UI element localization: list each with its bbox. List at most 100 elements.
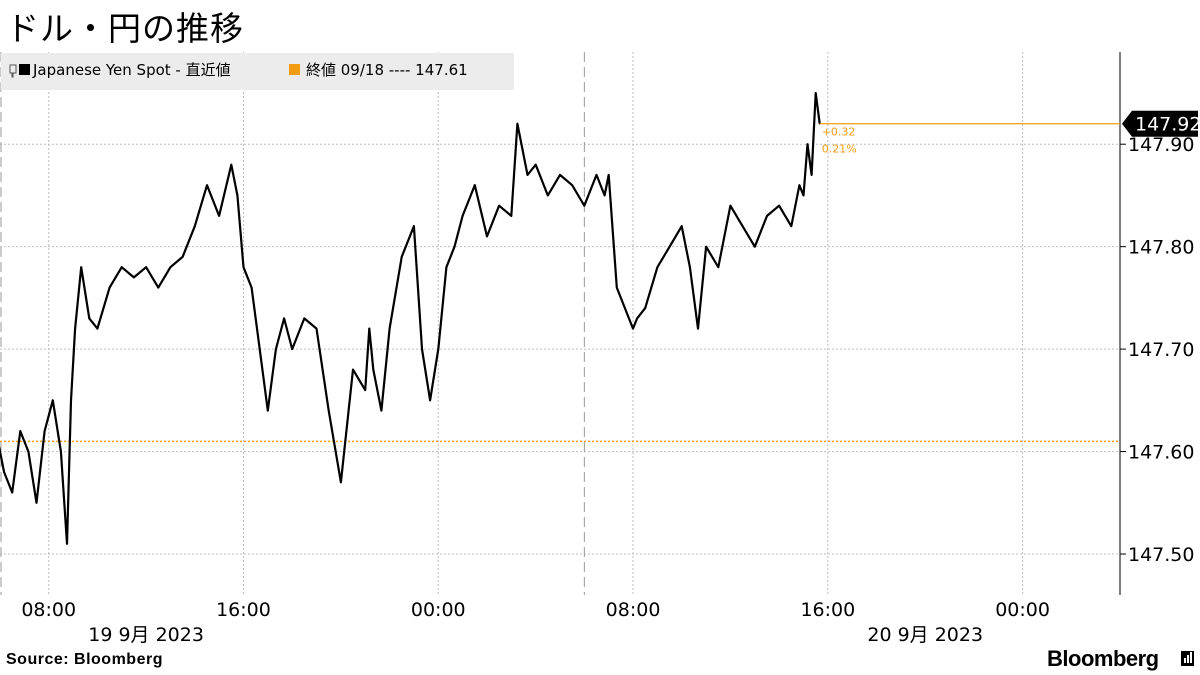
price-point bbox=[291, 348, 293, 350]
price-point bbox=[364, 389, 367, 391]
legend: Japanese Yen Spot - 直近値 終値 09/18 ---- 14… bbox=[1, 53, 514, 90]
legend-background bbox=[1, 53, 514, 90]
price-point bbox=[753, 245, 756, 248]
x-tick-label: 08:00 bbox=[21, 599, 76, 621]
x-tick-label: 16:00 bbox=[216, 599, 271, 621]
price-point bbox=[3, 471, 5, 473]
price-point bbox=[372, 368, 375, 371]
price-point bbox=[60, 450, 62, 453]
price-point bbox=[778, 204, 780, 207]
price-point bbox=[510, 215, 513, 217]
price-point bbox=[697, 327, 699, 330]
change-abs-label: +0.32 bbox=[822, 126, 856, 139]
price-point bbox=[27, 450, 30, 453]
price-point bbox=[644, 307, 647, 309]
price-point bbox=[607, 174, 610, 176]
plot-area bbox=[0, 91, 1120, 545]
price-point bbox=[206, 184, 208, 186]
price-point bbox=[668, 245, 671, 248]
price-point bbox=[218, 215, 220, 217]
y-tick-label: 147.90 bbox=[1128, 134, 1194, 156]
axes: 147.50 147.60 147.70 147.80 147.90 08:00 16:00… bbox=[21, 52, 1194, 646]
price-point bbox=[35, 501, 38, 504]
price-point bbox=[806, 143, 809, 146]
price-point bbox=[120, 266, 123, 268]
price-point bbox=[108, 286, 111, 289]
price-point bbox=[595, 174, 598, 176]
price-point bbox=[583, 204, 586, 207]
price-point bbox=[388, 327, 391, 330]
price-point bbox=[445, 266, 448, 268]
price-point bbox=[413, 225, 415, 227]
price-point bbox=[429, 399, 431, 402]
price-point bbox=[498, 204, 500, 207]
price-point bbox=[70, 399, 72, 402]
change-pct-label: 0.21% bbox=[822, 143, 857, 156]
price-point bbox=[303, 317, 306, 320]
y-tick-label: 147.70 bbox=[1128, 339, 1194, 361]
price-point bbox=[421, 348, 423, 350]
x-date-label: 19 9月 2023 bbox=[88, 624, 204, 646]
price-point bbox=[19, 430, 22, 432]
price-point bbox=[352, 368, 354, 371]
chart-type-icon bbox=[9, 64, 17, 78]
brand-logo-icon bbox=[1181, 651, 1194, 666]
chart-title: ドル・円の推移 bbox=[6, 9, 244, 48]
price-point bbox=[327, 409, 330, 412]
x-tick-label: 16:00 bbox=[800, 599, 855, 621]
price-point bbox=[400, 256, 403, 258]
price-point bbox=[145, 266, 147, 268]
price-point bbox=[810, 174, 813, 176]
price-point bbox=[66, 542, 68, 545]
price-point bbox=[275, 348, 277, 350]
price-point bbox=[486, 235, 488, 238]
price-point bbox=[267, 409, 269, 412]
price-point bbox=[526, 174, 529, 176]
price-point bbox=[461, 215, 464, 217]
price-point bbox=[571, 184, 573, 186]
x-tick-label: 00:00 bbox=[411, 599, 466, 621]
price-point bbox=[437, 348, 440, 350]
price-point bbox=[559, 174, 561, 176]
price-point bbox=[729, 204, 732, 207]
price-point bbox=[368, 327, 371, 330]
source-note: Source: Bloomberg bbox=[6, 651, 163, 668]
price-point bbox=[250, 286, 253, 289]
price-point bbox=[133, 276, 135, 279]
price-point bbox=[636, 317, 638, 320]
y-tick-label: 147.60 bbox=[1128, 442, 1194, 464]
price-point bbox=[616, 286, 618, 289]
price-series-line bbox=[0, 91, 821, 545]
price-point bbox=[814, 92, 817, 94]
y-tick-label: 147.50 bbox=[1128, 544, 1194, 566]
price-point bbox=[283, 317, 285, 320]
x-date-label: 20 9月 2023 bbox=[867, 624, 983, 646]
price-point bbox=[766, 215, 768, 217]
brand-logo-text: Bloomberg bbox=[1047, 646, 1159, 671]
price-point bbox=[689, 266, 691, 268]
price-point bbox=[157, 286, 160, 289]
price-point bbox=[802, 194, 805, 197]
price-point bbox=[798, 184, 801, 186]
legend-reference-swatch bbox=[289, 64, 300, 75]
price-point bbox=[96, 327, 99, 330]
price-point bbox=[717, 266, 720, 268]
price-point bbox=[680, 225, 683, 227]
annotations: 147.92 +0.32 0.21% bbox=[819, 110, 1200, 156]
price-point bbox=[624, 307, 626, 309]
price-point bbox=[516, 122, 519, 125]
price-point bbox=[632, 327, 634, 330]
price-point bbox=[453, 245, 456, 248]
price-point bbox=[169, 266, 172, 268]
price-point bbox=[705, 245, 707, 248]
legend-series-swatch bbox=[19, 64, 30, 75]
price-point bbox=[88, 317, 91, 320]
price-point bbox=[340, 481, 342, 484]
x-tick-label: 00:00 bbox=[995, 599, 1050, 621]
price-point bbox=[80, 266, 82, 268]
y-tick-label: 147.80 bbox=[1128, 237, 1194, 259]
price-point bbox=[547, 194, 549, 197]
last-value-label: 147.92 bbox=[1135, 114, 1200, 136]
price-point bbox=[473, 184, 476, 186]
